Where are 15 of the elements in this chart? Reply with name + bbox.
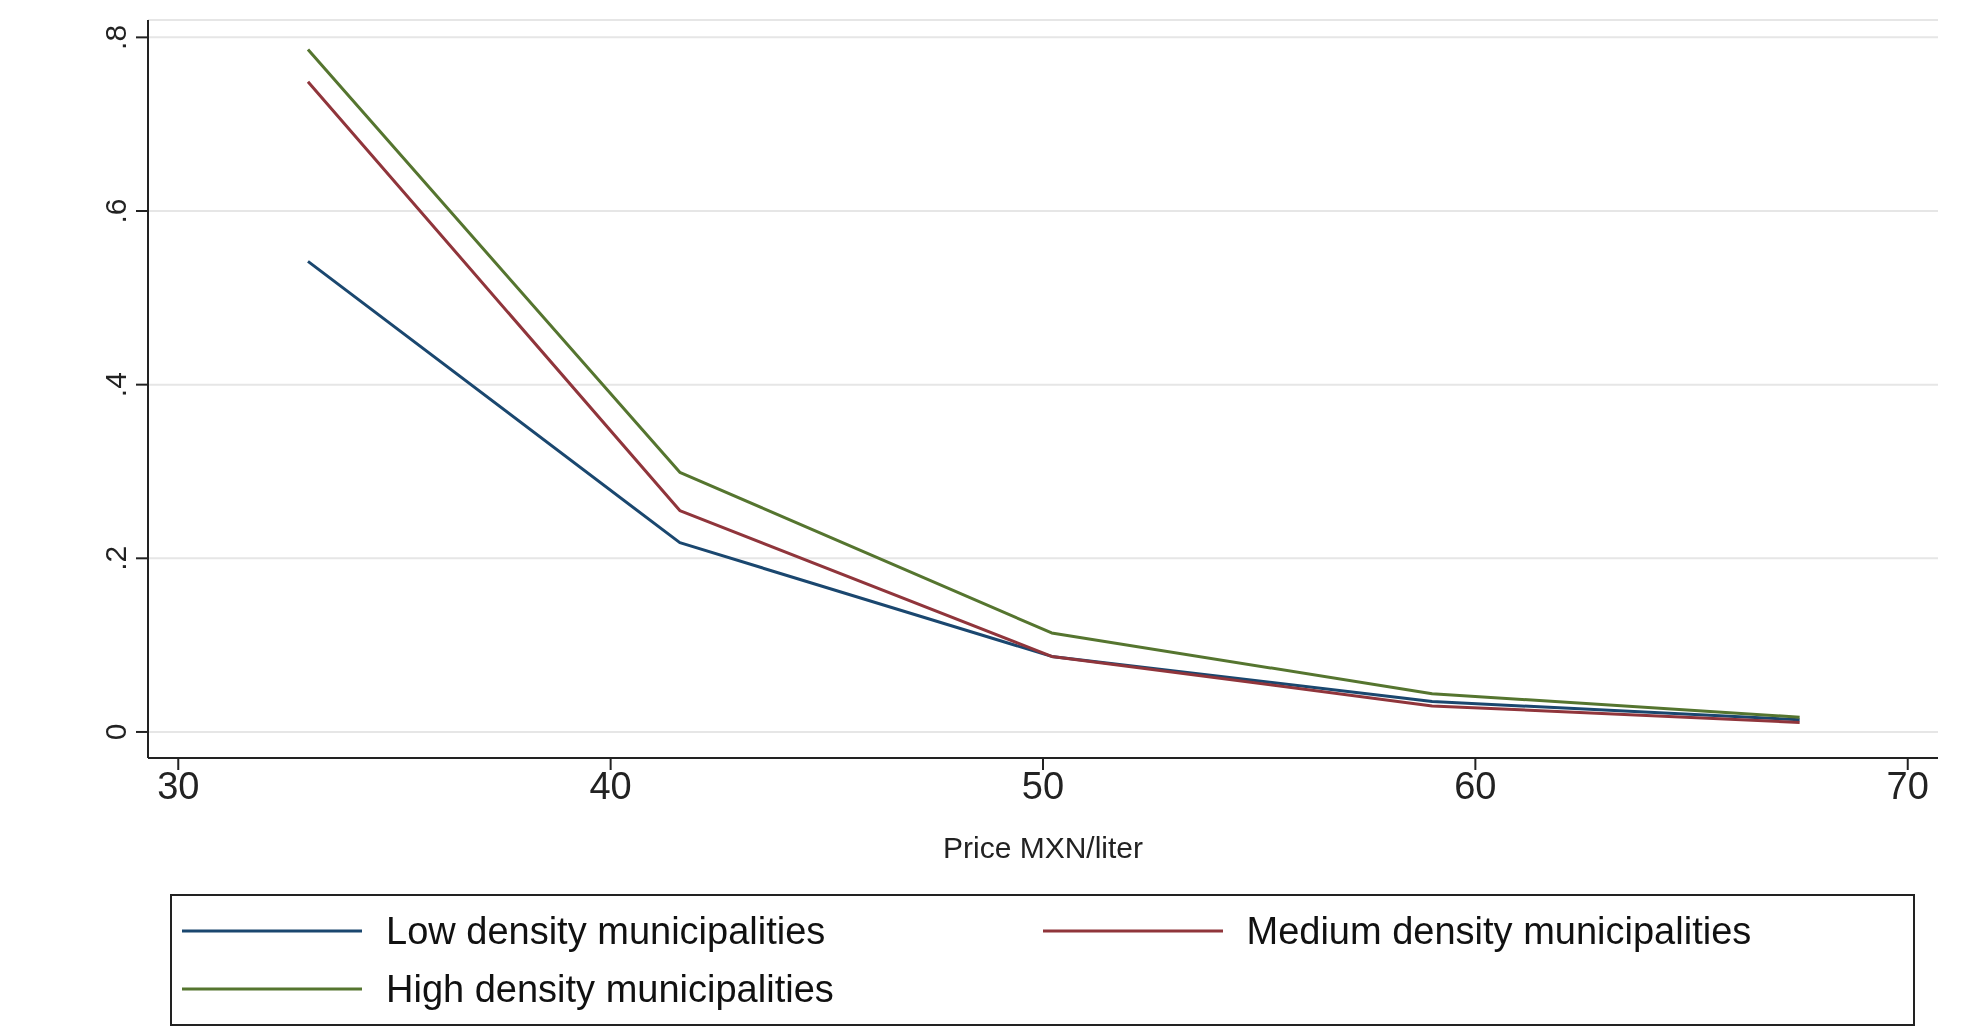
x-tick-label: 40	[589, 764, 632, 807]
y-tick-label: .2	[99, 545, 132, 571]
y-tick-label: 0	[99, 723, 132, 741]
x-tick-label: 60	[1454, 764, 1497, 807]
line-series	[306, 259, 1802, 722]
legend-label: High density municipalities	[386, 967, 834, 1011]
y-tick-label: .6	[99, 198, 132, 224]
y-tick-label: .8	[99, 24, 132, 50]
x-axis-title: Price MXN/liter	[942, 831, 1144, 864]
y-tick-label: .4	[99, 372, 132, 398]
legend-label: Medium density municipalities	[1246, 909, 1752, 953]
x-tick-label: 30	[157, 764, 200, 807]
legend-label: Low density municipalities	[386, 909, 826, 953]
x-tick-label: 70	[1886, 764, 1929, 807]
x-tick-label: 50	[1021, 764, 1065, 807]
